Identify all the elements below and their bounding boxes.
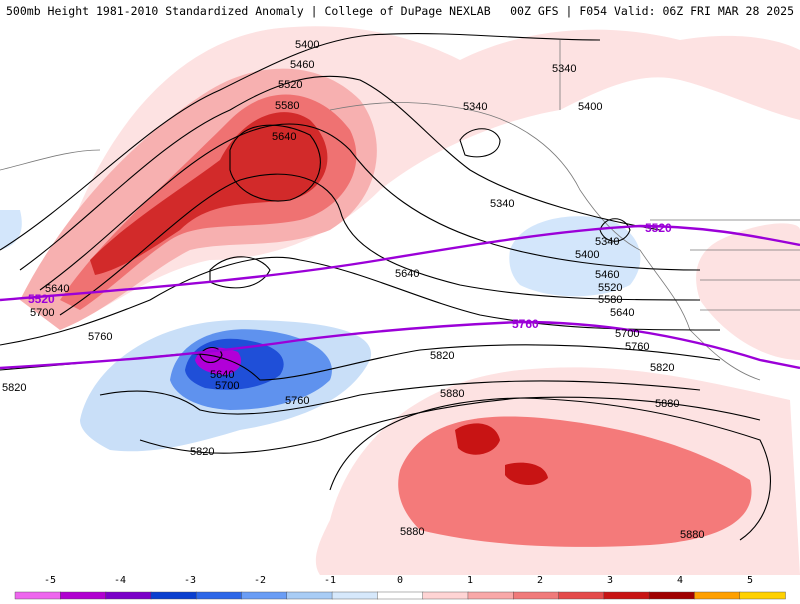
contour-line [59, 173, 701, 316]
contour-label-highlight: 5520 [28, 292, 55, 306]
contour-label: 5880 [440, 388, 464, 400]
contour-label: 5820 [190, 446, 214, 458]
tick-label: 0 [396, 575, 404, 586]
colorbar-segment [422, 591, 469, 600]
contour-line [329, 397, 771, 541]
contour-label: 5820 [2, 382, 26, 394]
contour-line [0, 33, 601, 251]
colorbar-segment [150, 591, 197, 600]
contour-label: 5640 [45, 283, 69, 295]
contour-label: 5520 [598, 282, 622, 294]
contour-label-highlight: 5520 [645, 221, 672, 235]
colorbar-segment [60, 591, 107, 600]
colorbar-segment [14, 591, 61, 600]
map-header: 500mb Height 1981-2010 Standardized Anom… [0, 0, 800, 22]
dark-red-spot-1 [455, 423, 500, 455]
contour-label: 5700 [30, 307, 54, 319]
contour-label: 5580 [275, 100, 299, 112]
contour-label: 5760 [625, 341, 649, 353]
contour-label: 5640 [210, 369, 234, 381]
colorbar-segment [558, 591, 605, 600]
contour-label: 5340 [552, 63, 576, 75]
contour-label: 5880 [400, 526, 424, 538]
state-borders [650, 219, 800, 311]
light-blue-region-west [0, 210, 22, 250]
contour-closed-high [229, 124, 321, 202]
tick-label: 2 [536, 575, 544, 586]
contour-closed-low [199, 346, 223, 364]
header-left-title: 500mb Height 1981-2010 Standardized Anom… [6, 4, 491, 18]
contour-label: 5820 [650, 362, 674, 374]
tick-label: -2 [253, 575, 267, 586]
colorbar-svg [14, 591, 786, 600]
tick-label: -3 [183, 575, 197, 586]
colorbar-segment [648, 591, 696, 600]
tick-label: -1 [323, 575, 337, 586]
contour-line [139, 396, 761, 454]
contour-line [99, 380, 701, 415]
colorbar-segment [739, 591, 786, 600]
contour-label: 5880 [680, 529, 704, 541]
tick-label: 4 [676, 575, 684, 586]
colorbar-segment [195, 591, 243, 600]
contour-line [0, 256, 721, 346]
contour-label: 5520 [278, 79, 302, 91]
contour-label: 5820 [430, 350, 454, 362]
highlighted-contours [0, 224, 800, 370]
contour-label: 5700 [615, 328, 639, 340]
dark-red-spot-2 [505, 462, 548, 486]
anomaly-map: 5400 5460 5520 5580 5640 5340 5340 5400 … [0, 22, 800, 575]
contour-label: 5640 [395, 268, 419, 280]
contour-label: 5400 [295, 39, 319, 51]
colorbar-segment [694, 591, 741, 600]
colorbar-segments [14, 591, 786, 600]
contour-line [39, 123, 701, 291]
tick-label: -4 [113, 575, 127, 586]
contour-closed-low [459, 128, 501, 158]
contour-label: 5400 [578, 101, 602, 113]
contour-label: 5340 [490, 198, 514, 210]
header-right-title: 00Z GFS | F054 Valid: 06Z FRI MAR 28 202… [510, 4, 794, 18]
contour-label-highlight: 5760 [512, 317, 539, 331]
tick-label: 3 [606, 575, 614, 586]
contour-label: 5400 [575, 249, 599, 261]
colorbar-segment [105, 591, 152, 600]
contour-closed-low [599, 218, 631, 242]
contour-label: 5460 [595, 269, 619, 281]
colorbar-segment [603, 591, 650, 600]
tick-label: -5 [43, 575, 57, 586]
contour-label: 5700 [215, 380, 239, 392]
contour-label: 5640 [272, 131, 296, 143]
contour-label: 5880 [655, 398, 679, 410]
dark-red-core-north [90, 112, 328, 275]
colorbar-segment [331, 591, 379, 600]
tick-label: 5 [746, 575, 754, 586]
tick-label: 1 [466, 575, 474, 586]
contour-label: 5580 [598, 294, 622, 306]
pink-region-east [696, 223, 800, 360]
contour-label: 5760 [285, 395, 309, 407]
colorbar-segment [513, 591, 560, 600]
contour-line [19, 75, 661, 271]
map-canvas: 5400 5460 5520 5580 5640 5340 5340 5400 … [0, 26, 800, 575]
contour-5760 [0, 320, 800, 370]
colorbar-segment [467, 591, 514, 600]
colorbar-segment [241, 591, 288, 600]
contour-labels: 5400 5460 5520 5580 5640 5340 5340 5400 … [2, 39, 704, 541]
contour-closed-small [209, 256, 271, 289]
contour-5520 [0, 224, 800, 302]
colorbar-tick-labels: -5 -4 -3 -2 -1 0 1 2 3 4 5 [0, 575, 800, 587]
contour-label: 5460 [290, 59, 314, 71]
positive-anomaly-areas [20, 26, 800, 575]
contour-label: 5340 [463, 101, 487, 113]
contour-label: 5340 [595, 236, 619, 248]
colorbar-segment [286, 591, 333, 600]
contour-label: 5760 [88, 331, 112, 343]
contour-label: 5640 [610, 307, 634, 319]
coastline-asia [0, 149, 101, 171]
colorbar-segment [377, 591, 424, 600]
anomaly-colorbar [0, 575, 800, 600]
